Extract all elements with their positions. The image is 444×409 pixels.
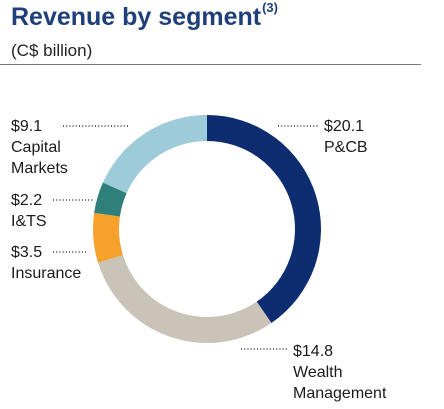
label-insurance: $3.5 Insurance xyxy=(11,242,81,284)
label-pcb-name: P&CB xyxy=(324,139,368,156)
leader-lines xyxy=(53,125,318,350)
slice-its xyxy=(94,182,127,217)
label-capital: $9.1 Capital Markets xyxy=(11,116,68,179)
slice-wealth xyxy=(98,255,272,343)
label-wealth-name-1: Wealth xyxy=(293,364,343,381)
label-its-value: $2.2 xyxy=(11,192,43,209)
chart-title: Revenue by segment(3) xyxy=(11,0,278,32)
title-footnote: (3) xyxy=(262,0,278,15)
chart-subtitle: (C$ billion) xyxy=(11,41,93,60)
label-wealth-name-2: Management xyxy=(293,385,387,402)
label-its: $2.2 I&TS xyxy=(11,190,47,232)
label-capital-name-1: Capital xyxy=(11,139,61,156)
label-pcb: $20.1 P&CB xyxy=(324,116,368,158)
label-insurance-value: $3.5 xyxy=(11,244,43,261)
label-pcb-value: $20.1 xyxy=(324,118,365,135)
chart-title-text: Revenue by segment xyxy=(11,3,262,31)
label-wealth: $14.8 Wealth Management xyxy=(293,341,386,404)
label-its-name: I&TS xyxy=(11,213,47,230)
donut-slices xyxy=(93,115,322,343)
slice-capital xyxy=(102,115,207,194)
slice-insurance xyxy=(93,212,123,263)
label-capital-name-2: Markets xyxy=(11,160,68,177)
divider xyxy=(0,64,421,65)
label-insurance-name: Insurance xyxy=(11,265,82,282)
label-wealth-value: $14.8 xyxy=(293,343,334,360)
slice-pcb xyxy=(207,115,322,324)
label-capital-value: $9.1 xyxy=(11,118,43,135)
